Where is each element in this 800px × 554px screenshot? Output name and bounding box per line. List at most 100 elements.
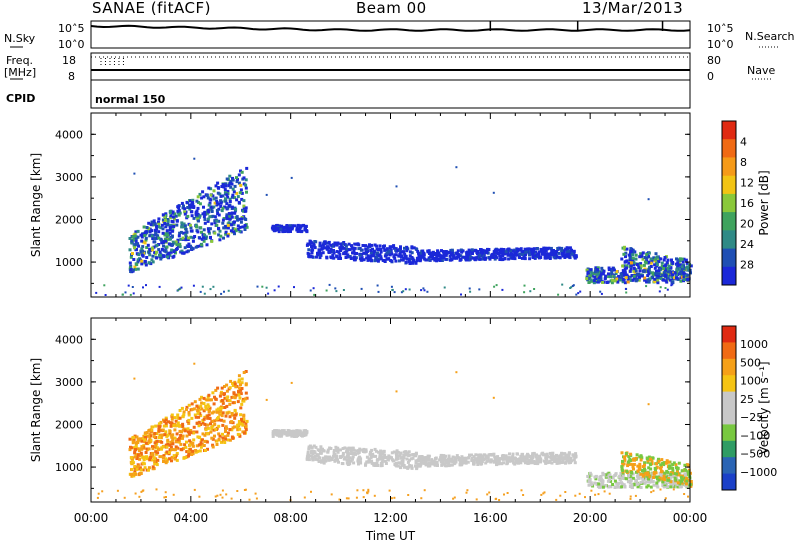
data-cell <box>534 254 537 257</box>
data-cell <box>423 460 427 464</box>
data-cell <box>385 247 389 251</box>
data-cell <box>145 246 149 249</box>
data-cell <box>457 255 461 259</box>
data-cell <box>318 256 322 260</box>
data-cell <box>173 457 177 461</box>
data-cell <box>481 248 485 252</box>
data-cell <box>632 467 635 471</box>
data-cell <box>190 453 194 456</box>
colorbar-swatch <box>722 212 736 231</box>
data-cell <box>625 266 629 270</box>
data-cell <box>411 259 415 263</box>
data-cell <box>163 420 167 424</box>
data-cell <box>239 392 243 396</box>
data-cell <box>140 239 144 243</box>
x-axis-label: Time UT <box>365 529 416 543</box>
data-cell <box>337 257 341 260</box>
data-cell <box>376 464 380 467</box>
data-cell <box>645 285 648 288</box>
data-cell <box>635 479 638 483</box>
data-cell <box>655 466 659 470</box>
data-cell <box>519 454 523 458</box>
data-cell <box>663 471 667 475</box>
data-cell <box>522 456 526 460</box>
data-cell <box>394 259 398 263</box>
data-cell <box>200 401 204 405</box>
data-cell <box>487 453 491 457</box>
data-cell <box>148 432 152 436</box>
data-cell <box>496 248 500 252</box>
data-cell <box>641 257 645 261</box>
data-cell <box>564 455 568 459</box>
data-cell <box>649 261 653 265</box>
data-cell <box>133 265 137 269</box>
data-cell <box>687 480 691 484</box>
data-cell <box>486 247 489 251</box>
data-cell <box>200 395 203 399</box>
data-cell <box>371 253 375 256</box>
data-cell <box>572 454 576 458</box>
data-cell <box>306 242 310 246</box>
data-cell <box>213 434 216 438</box>
data-cell <box>649 467 653 471</box>
data-cell <box>157 448 161 451</box>
data-cell <box>390 285 393 288</box>
data-cell <box>500 462 504 466</box>
data-cell <box>188 443 192 447</box>
data-cell <box>630 483 634 487</box>
data-cell <box>183 246 187 250</box>
data-cell <box>212 402 216 406</box>
data-cell <box>234 385 238 389</box>
data-cell <box>184 456 188 459</box>
data-cell <box>330 250 334 254</box>
data-cell <box>210 398 213 402</box>
data-cell <box>171 442 175 446</box>
data-cell <box>177 289 180 292</box>
data-cell <box>526 247 529 251</box>
data-cell <box>670 270 674 274</box>
data-cell <box>522 494 525 496</box>
data-cell <box>228 386 232 390</box>
data-cell <box>134 492 137 495</box>
data-cell <box>177 213 181 217</box>
data-cell <box>183 429 187 433</box>
data-cell <box>403 252 407 256</box>
data-cell <box>590 483 594 487</box>
data-cell <box>181 447 185 451</box>
data-cell <box>239 388 243 392</box>
data-cell <box>402 290 405 293</box>
data-cell <box>631 259 635 263</box>
data-cell <box>180 201 184 205</box>
data-cell <box>226 433 230 437</box>
data-cell <box>624 452 628 455</box>
data-cell <box>527 458 531 462</box>
data-cell <box>560 252 564 256</box>
data-cell <box>635 263 639 267</box>
data-cell <box>222 226 226 230</box>
data-cell <box>628 475 632 478</box>
data-cell <box>162 249 166 253</box>
data-cell <box>179 237 183 241</box>
data-cell <box>169 445 173 449</box>
data-cell <box>218 394 222 398</box>
data-cell <box>506 253 510 257</box>
data-cell <box>227 204 231 208</box>
data-cell <box>129 270 133 273</box>
data-cell <box>511 249 515 253</box>
data-cell <box>161 428 165 432</box>
data-cell <box>340 455 344 458</box>
data-cell <box>676 481 680 485</box>
data-cell <box>155 432 159 436</box>
data-cell <box>323 242 327 246</box>
data-cell <box>147 251 151 255</box>
data-cell <box>225 404 229 408</box>
data-cell <box>592 272 596 276</box>
data-cell <box>156 451 160 455</box>
data-cell <box>535 453 538 457</box>
data-cell <box>639 472 643 476</box>
data-cell <box>615 485 619 489</box>
data-cell <box>502 457 506 460</box>
data-cell <box>271 434 275 438</box>
colorbar-tick-label: −1000 <box>740 466 777 479</box>
data-cell <box>561 460 565 463</box>
